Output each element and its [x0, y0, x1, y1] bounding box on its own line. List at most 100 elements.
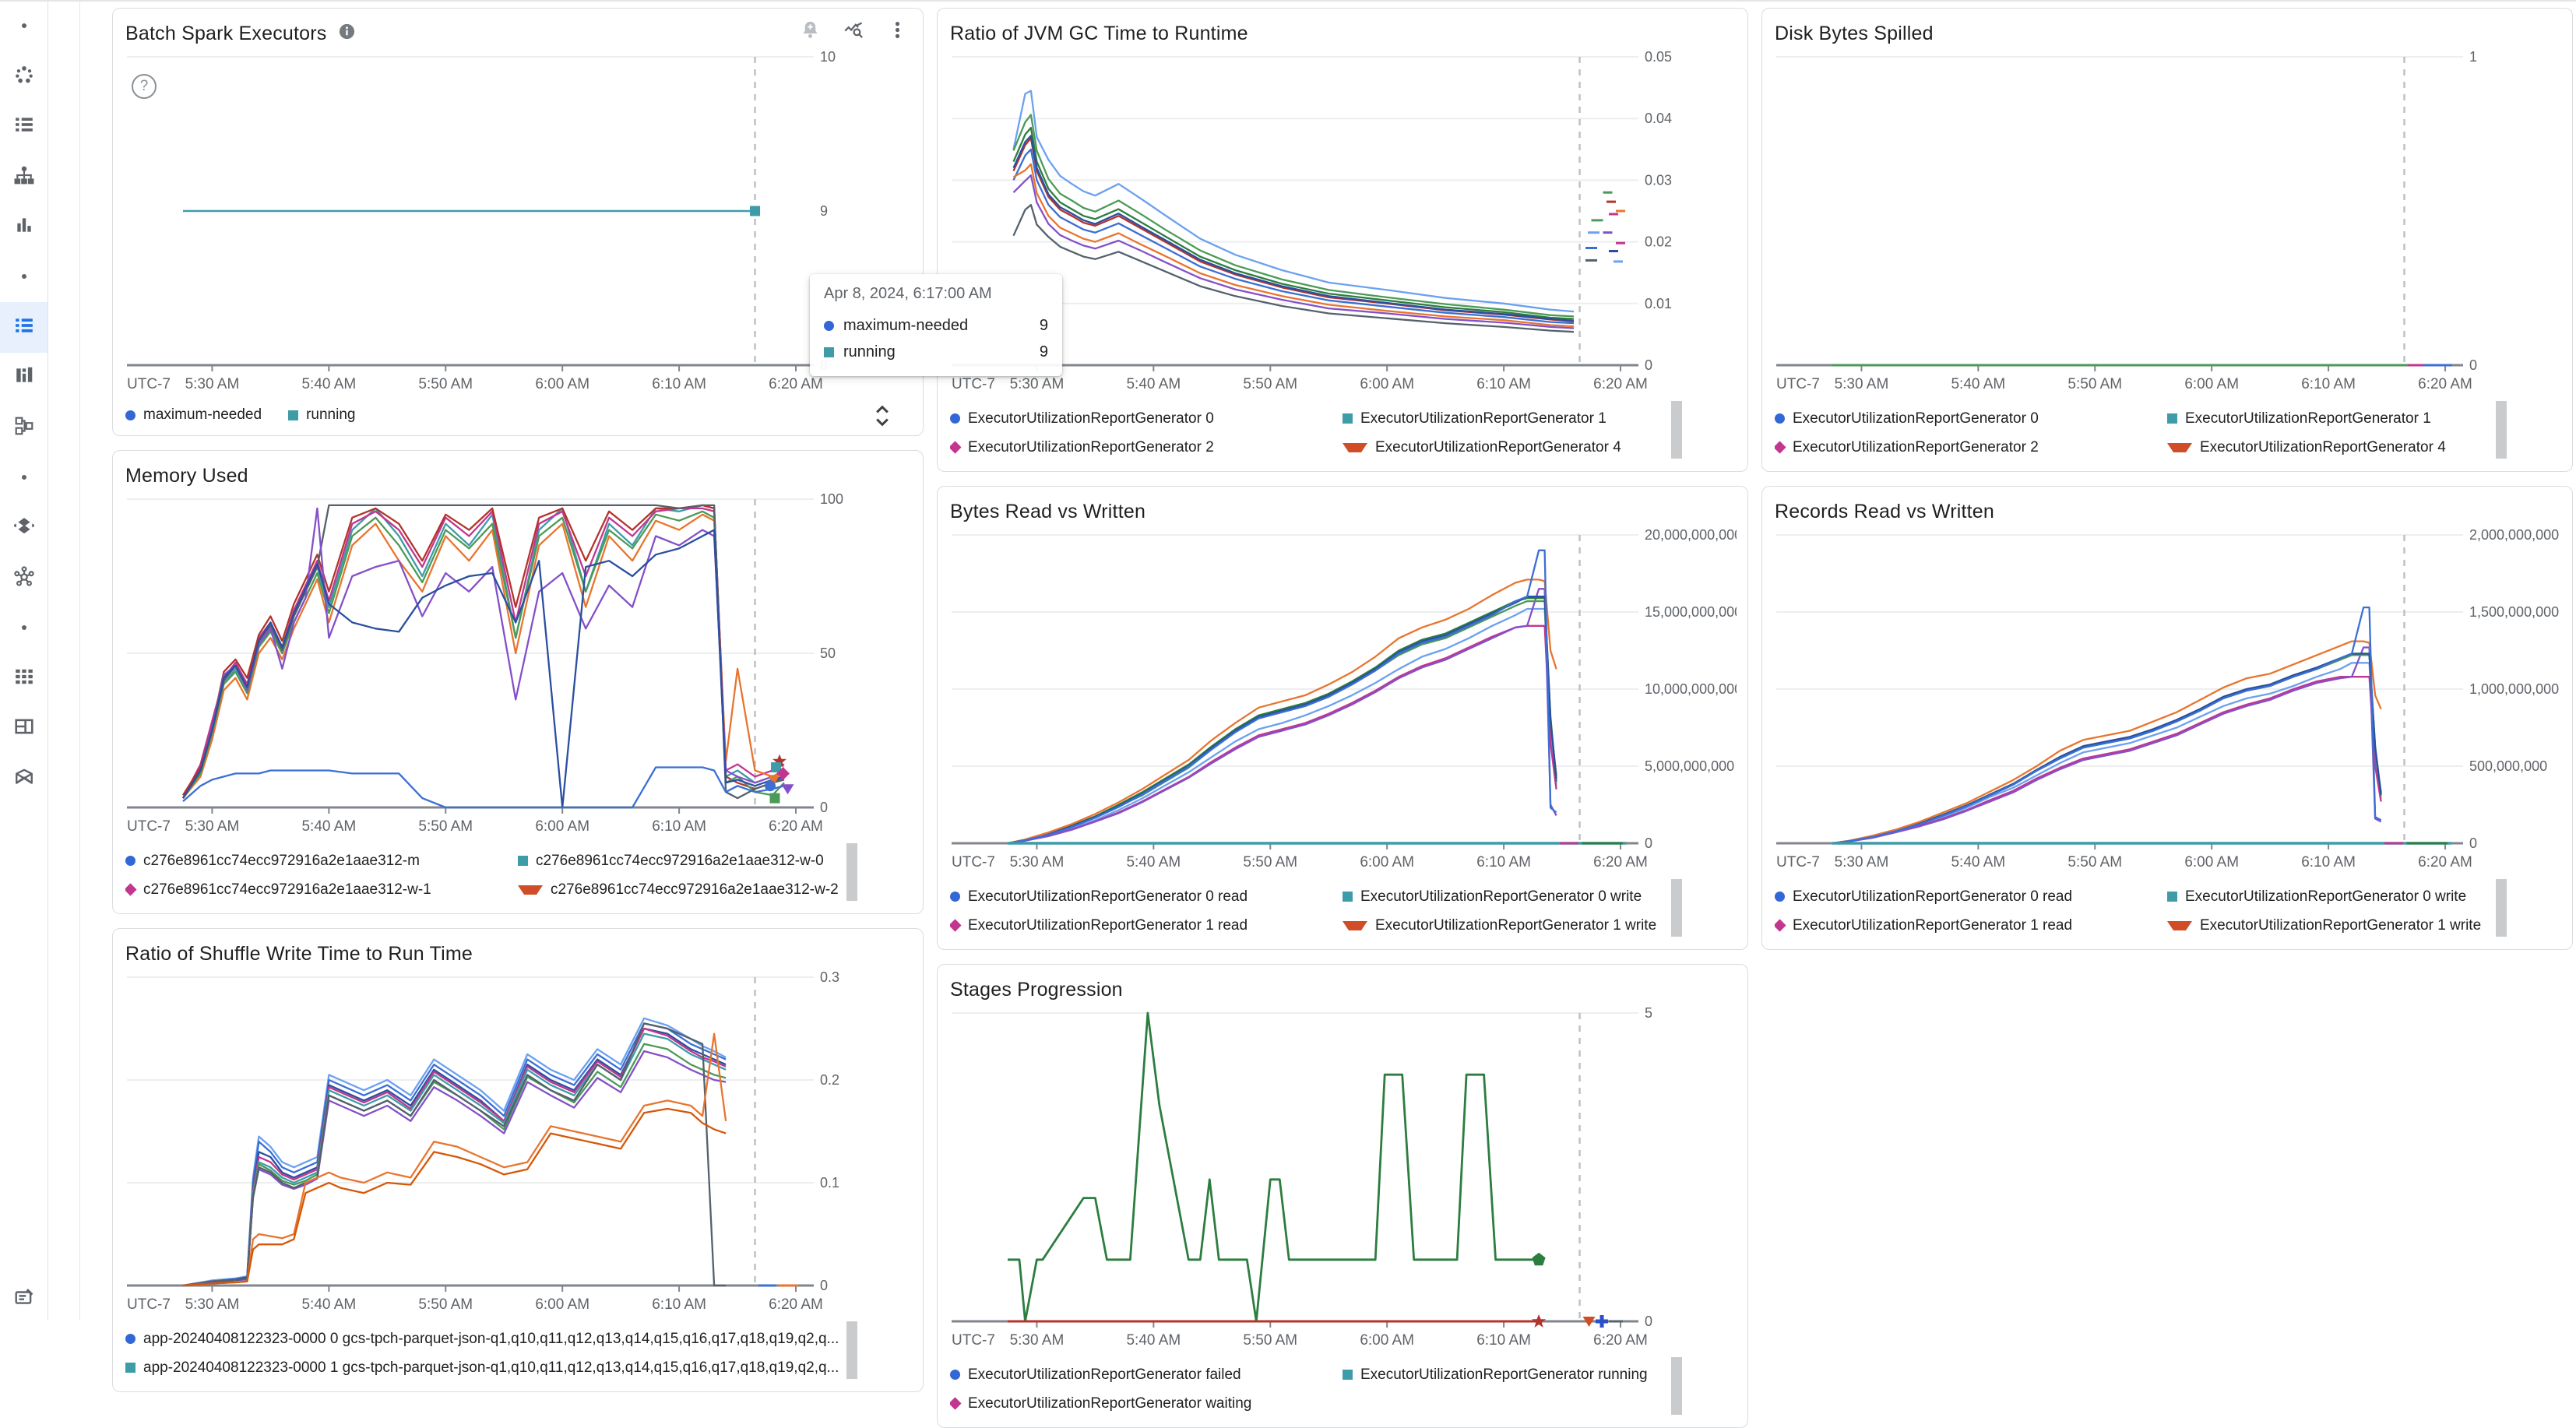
- series-line: [182, 504, 785, 800]
- x-axis-tick-label: 5:50 AM: [2067, 376, 2122, 392]
- x-axis-tick-label: 6:10 AM: [652, 818, 706, 835]
- sidebar-item-dot[interactable]: [0, 453, 48, 503]
- x-axis-tick-label: 5:40 AM: [1126, 854, 1181, 871]
- sidebar-item-dot[interactable]: [0, 252, 48, 302]
- legend-scrollbar-thumb[interactable]: [1671, 1357, 1682, 1415]
- legend-item[interactable]: ExecutorUtilizationReportGenerator waiti…: [950, 1389, 1343, 1418]
- tooltip-series-label: maximum-needed: [843, 316, 969, 334]
- chart-plot-area[interactable]: 1 0 5:30 AM 5:40 AM 5:50 AM 6:00 AM 6:10 AM 6:2…: [1775, 47, 2561, 393]
- legend-item[interactable]: c276e8961cc74ecc972916a2e1aae312-w-1: [125, 875, 518, 904]
- dot-icon: [20, 270, 28, 284]
- legend-item[interactable]: ExecutorUtilizationReportGenerator 1 rea…: [1775, 911, 2167, 940]
- legend-item[interactable]: ExecutorUtilizationReportGenerator faile…: [950, 1360, 1343, 1389]
- legend-scrollbar-thumb[interactable]: [1671, 401, 1682, 459]
- x-axis-tick-label: 5:50 AM: [418, 818, 473, 835]
- sidebar-item-layers[interactable]: [0, 503, 48, 553]
- explore-chart-icon[interactable]: [842, 18, 865, 41]
- chart-legend: maximum-needed running: [125, 404, 910, 426]
- legend-item[interactable]: ExecutorUtilizationReportGenerator 0: [950, 404, 1343, 433]
- bookmark-icon: [14, 767, 34, 791]
- sidebar-item-bulleted-list-selected[interactable]: [0, 302, 48, 353]
- legend-scrollbar-thumb[interactable]: [846, 1321, 857, 1379]
- series-marker-circle-icon: [824, 320, 834, 331]
- series-marker-square-icon: [824, 346, 834, 357]
- chart-legend: ExecutorUtilizationReportGenerator 0 Exec…: [950, 404, 1735, 462]
- legend-item[interactable]: ExecutorUtilizationReportGenerator 1 wri…: [2167, 911, 2560, 940]
- legend-item[interactable]: c276e8961cc74ecc972916a2e1aae312-w-0: [518, 846, 910, 875]
- y-axis-tick-label: 20,000,000,000: [1645, 527, 1737, 543]
- x-axis-tick-label: 6:10 AM: [652, 1296, 706, 1313]
- series-line: [1007, 588, 1557, 845]
- legend-item[interactable]: ExecutorUtilizationReportGenerator 2: [1775, 433, 2167, 462]
- y-axis-tick-label: 1,500,000,000: [2469, 604, 2559, 620]
- legend-item[interactable]: c276e8961cc74ecc972916a2e1aae312-w-2: [518, 875, 910, 904]
- legend-item[interactable]: ExecutorUtilizationReportGenerator 0 wri…: [2167, 882, 2560, 911]
- chart-legend: ExecutorUtilizationReportGenerator faile…: [950, 1360, 1735, 1418]
- add-alert-bell-icon[interactable]: [798, 18, 822, 41]
- legend-square-icon: [288, 410, 299, 420]
- legend-item[interactable]: ExecutorUtilizationReportGenerator 0 rea…: [1775, 882, 2167, 911]
- legend-item[interactable]: ExecutorUtilizationReportGenerator 4: [1343, 433, 1735, 462]
- chart-plot-area[interactable]: 2,000,000,000 1,500,000,000 1,000,000,000 5…: [1775, 526, 2561, 871]
- chart-plot-area[interactable]: 20,000,000,000 15,000,000,000 10,000,000,0…: [950, 526, 1737, 871]
- grid-icon: [14, 667, 34, 691]
- legend-item[interactable]: ExecutorUtilizationReportGenerator 0 wri…: [1343, 882, 1735, 911]
- chart-plot-area[interactable]: 0.05 0.04 0.03 0.02 0.01 0 5:30 AM 5:40 AM 5:50 …: [950, 47, 1737, 393]
- legend-scrollbar-thumb[interactable]: [2496, 401, 2507, 459]
- sidebar-item-flowchart[interactable]: [0, 403, 48, 452]
- chart-legend: app-20240408122323-0000 0 gcs-tpch-parqu…: [125, 1324, 910, 1382]
- sidebar-item-feedback[interactable]: [0, 1275, 48, 1322]
- legend-item[interactable]: maximum-needed: [125, 404, 262, 426]
- legend-diamond-icon: [950, 919, 962, 932]
- sidebar-item-bulleted-list[interactable]: [0, 102, 48, 152]
- legend-item[interactable]: c276e8961cc74ecc972916a2e1aae312-m: [125, 846, 518, 875]
- legend-item[interactable]: ExecutorUtilizationReportGenerator 1: [2167, 404, 2560, 433]
- series-line: [182, 504, 785, 796]
- timezone-label: UTC-7: [1776, 854, 1820, 871]
- legend-item[interactable]: ExecutorUtilizationReportGenerator 4: [2167, 433, 2560, 462]
- sidebar-item-bar-chart[interactable]: [0, 202, 48, 252]
- tree-icon: [14, 165, 34, 189]
- chart-plot-area[interactable]: 0.3 0.2 0.1 0 5:30 AM 5:40 AM 5:50 AM 6:00 AM 6:…: [125, 968, 912, 1314]
- more-options-icon[interactable]: [885, 18, 909, 41]
- tooltip-row: maximum-needed 9: [824, 312, 1048, 339]
- help-icon[interactable]: ?: [132, 74, 157, 99]
- sidebar-item-bookmark[interactable]: [0, 754, 48, 804]
- legend-item[interactable]: ExecutorUtilizationReportGenerator 1: [1343, 404, 1735, 433]
- sidebar-item-grid[interactable]: [0, 653, 48, 703]
- chart-title: Disk Bytes Spilled: [1775, 22, 1934, 44]
- sidebar-item-dot[interactable]: [0, 2, 48, 51]
- sidebar-item-blocks[interactable]: [0, 353, 48, 403]
- chart-plot-area[interactable]: 100 50 0 5:30 AM 5:40 AM 5:50 AM 6:00 AM 6:10 A…: [125, 490, 912, 835]
- window-icon: [14, 716, 34, 740]
- x-axis-tick-label: 6:20 AM: [2418, 376, 2472, 392]
- sidebar-item-dot[interactable]: [0, 603, 48, 653]
- x-axis-tick-label: 6:00 AM: [2184, 376, 2239, 392]
- legend-scrollbar-thumb[interactable]: [846, 843, 857, 901]
- legend-item[interactable]: app-20240408122323-0000 0 gcs-tpch-parqu…: [125, 1324, 910, 1353]
- sidebar-item-tree[interactable]: [0, 152, 48, 202]
- series-line: [1007, 549, 1557, 845]
- series-line: [1832, 606, 2382, 845]
- legend-scrollbar-thumb[interactable]: [1671, 879, 1682, 937]
- y-axis-tick-label: 100: [820, 491, 843, 507]
- legend-item[interactable]: ExecutorUtilizationReportGenerator 1 rea…: [950, 911, 1343, 940]
- expand-legend-icon[interactable]: [871, 403, 893, 429]
- legend-scrollbar-thumb[interactable]: [2496, 879, 2507, 937]
- legend-item[interactable]: ExecutorUtilizationReportGenerator 0: [1775, 404, 2167, 433]
- y-axis-tick-label: 9: [820, 203, 828, 219]
- legend-item[interactable]: ExecutorUtilizationReportGenerator 0 rea…: [950, 882, 1343, 911]
- series-line: [1007, 579, 1557, 845]
- chart-plot-area[interactable]: 10985:30 AM5:40 AM5:50 AM6:00 AM6:10 AM6…: [125, 47, 912, 393]
- timezone-label: UTC-7: [127, 1296, 171, 1313]
- legend-item[interactable]: running: [288, 404, 355, 426]
- sidebar-item-bubble-cluster[interactable]: [0, 51, 48, 101]
- chart-plot-area[interactable]: 5 0 5:30 AM 5:40 AM 5:50 AM 6:00 AM 6:10 AM 6:2…: [950, 1004, 1737, 1349]
- sidebar-item-window[interactable]: [0, 703, 48, 753]
- legend-item[interactable]: app-20240408122323-0000 1 gcs-tpch-parqu…: [125, 1353, 910, 1382]
- legend-item[interactable]: ExecutorUtilizationReportGenerator 1 wri…: [1343, 911, 1735, 940]
- legend-label: ExecutorUtilizationReportGenerator 1 rea…: [968, 916, 1248, 934]
- legend-item[interactable]: ExecutorUtilizationReportGenerator 2: [950, 433, 1343, 462]
- sidebar-item-hub[interactable]: [0, 553, 48, 603]
- info-icon[interactable]: [338, 23, 356, 44]
